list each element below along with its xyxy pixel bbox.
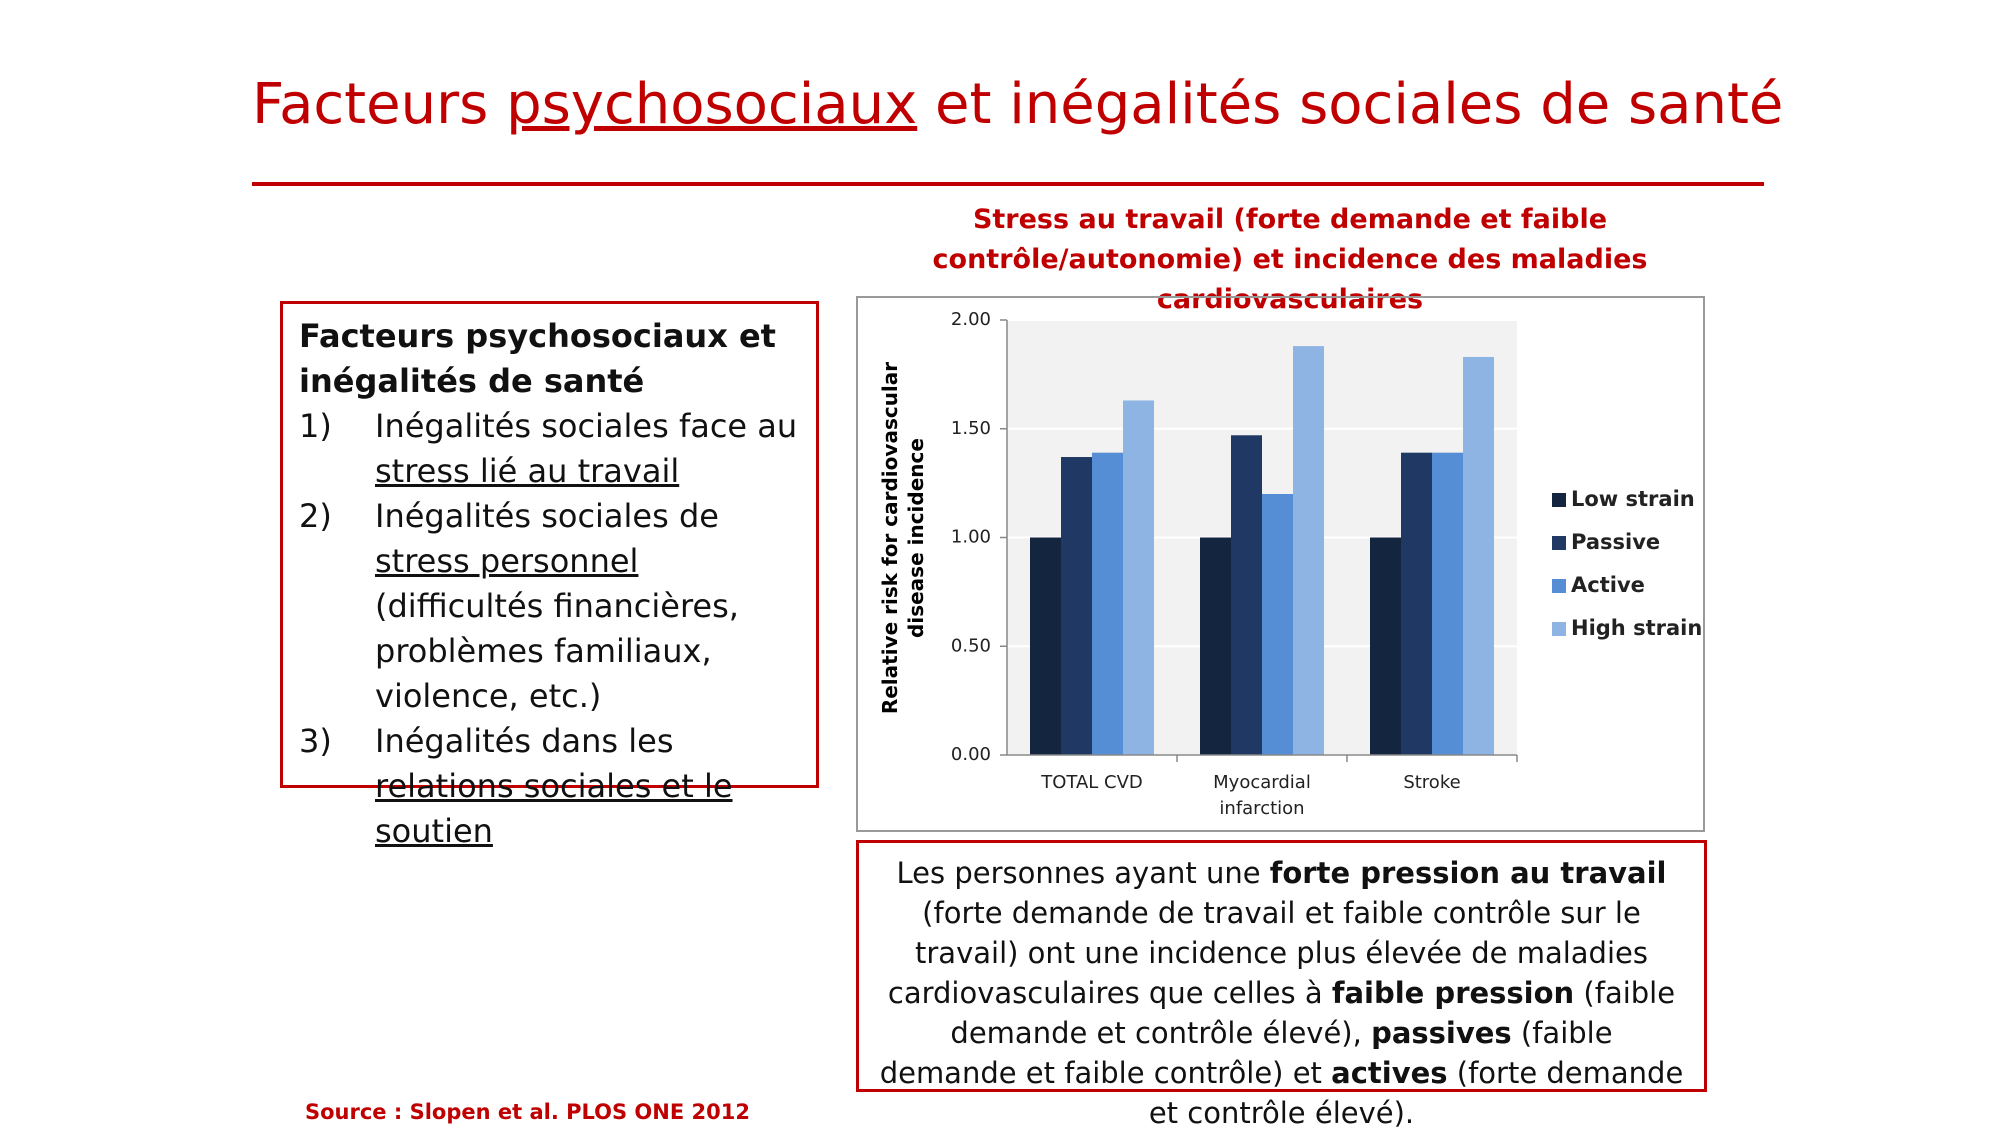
legend-swatch [1552,579,1566,593]
y-axis-label: Relative risk for cardiovascular disease… [878,361,928,714]
text-run: faible pression [1331,976,1575,1010]
list-item: 3) Inégalités dans les relations sociales… [299,719,802,854]
legend-label: High strain [1571,616,1702,640]
text-run: relations sociales et le soutien [375,767,733,850]
legend-label: Passive [1571,530,1660,554]
item-text: Inégalités dans les relations sociales e… [375,719,802,854]
text-run: Inégalités dans les [375,722,674,760]
bar [1200,537,1231,755]
legend-swatch [1552,536,1566,550]
y-tick-label: 0.50 [951,635,991,656]
source: Source : Slopen et al. PLOS ONE 2012 [305,1100,750,1124]
box-heading: Facteurs psychosociaux et inégalités de … [299,317,776,400]
item-text: Inégalités sociales face au stress lié a… [375,404,802,494]
text-run: Inégalités sociales face au [375,407,798,445]
x-tick-label: Stroke [1403,772,1461,793]
text-run: (forte demande et contrôle élevé). [1148,1056,1684,1130]
bar [1293,346,1324,755]
text-run: (forte demande de travail et faible cont… [887,896,1648,1010]
bar [1262,494,1293,755]
bar [1123,400,1154,755]
item-number: 1) [299,407,332,445]
left-box: Facteurs psychosociaux et inégalités de … [280,301,819,850]
legend-swatch [1552,493,1566,507]
bar [1401,452,1432,755]
text-run: stress lié au travail [375,452,680,490]
legend-swatch [1552,622,1566,636]
text-run: forte pression au travail [1269,856,1667,890]
item-number: 2) [299,497,332,535]
chart-heading: Stress au travail (forte demande et faib… [932,204,1648,315]
item-list: 1) Inégalités sociales face au stress lié… [299,404,802,854]
slide-title: Facteurs psychosociaux et inégalités soc… [252,72,1783,137]
text-run: (difficultés financières, problèmes fami… [375,587,739,715]
text-run: psychosociaux [506,72,918,137]
chart-frame [856,296,1705,832]
x-tick-label: Myocardial infarction [1213,772,1311,819]
bar [1030,537,1061,755]
x-tick-label: TOTAL CVD [1041,772,1143,793]
item-number: 3) [299,722,332,760]
list-item: 1) Inégalités sociales face au stress lié… [299,404,802,494]
bar [1231,435,1262,755]
bar [1061,457,1092,755]
bar [1092,452,1123,755]
text-run: (faible demande et faible contrôle) et [879,1016,1613,1090]
text-run: et inégalités sociales de santé [917,72,1784,137]
text-run: stress personnel [375,542,639,580]
text-run: (faible demande et contrôle élevé), [950,976,1676,1050]
text-run: passives [1371,1016,1512,1050]
y-tick-label: 1.50 [951,418,991,439]
item-text: Inégalités sociales de stress personnel … [375,494,802,719]
text-run: Inégalités sociales de [375,497,719,535]
y-tick-label: 2.00 [951,309,991,330]
bar [1463,356,1494,755]
title-rule [252,182,1764,186]
text-run: actives [1331,1056,1448,1090]
summary-box: Les personnes ayant une forte pression a… [856,840,1707,1130]
y-tick-label: 0.00 [951,744,991,765]
text-run: Les personnes ayant une [896,856,1270,890]
text-run: Facteurs [252,72,507,137]
bar [1370,537,1401,755]
bar [1432,452,1463,755]
legend-label: Low strain [1571,487,1695,511]
list-item: 2) Inégalités sociales de stress personne… [299,494,802,719]
y-tick-label: 1.00 [951,527,991,548]
legend-label: Active [1571,573,1645,597]
